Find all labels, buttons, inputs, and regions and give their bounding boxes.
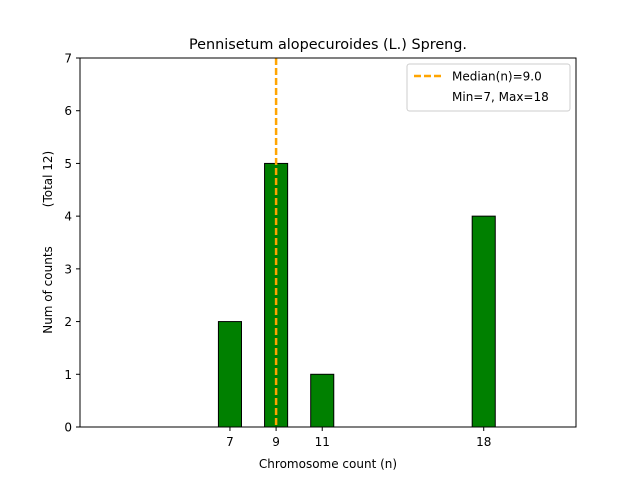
y-tick-label: 2 [64, 315, 72, 329]
bars-group [217, 162, 496, 428]
x-tick-label: 9 [272, 435, 280, 449]
x-axis-label: Chromosome count (n) [259, 457, 397, 471]
legend-minmax-label: Min=7, Max=18 [452, 90, 549, 104]
y-tick-label: 0 [64, 421, 72, 435]
y-tick-label: 1 [64, 368, 72, 382]
x-tick-label: 11 [315, 435, 330, 449]
y-ticks: 0 1 2 3 4 5 6 7 [64, 52, 80, 435]
legend-box [406, 63, 571, 112]
y-tick-label: 6 [64, 104, 72, 118]
legend-median-label: Median(n)=9.0 [452, 70, 542, 84]
bar-7 [217, 321, 242, 428]
y-tick-label: 7 [64, 52, 72, 66]
y-tick-label: 5 [64, 157, 72, 171]
legend: Median(n)=9.0 Min=7, Max=18 [406, 63, 571, 112]
chart-title: Pennisetum alopecuroides (L.) Spreng. [189, 37, 467, 53]
y-tick-label: 4 [64, 210, 72, 224]
y-axis-label: Num of counts [41, 246, 55, 334]
x-tick-label: 7 [226, 435, 234, 449]
bar-18 [471, 215, 496, 428]
y-tick-label: 3 [64, 262, 72, 276]
y-axis-total-label: (Total 12) [41, 151, 55, 207]
plot-frame [79, 57, 577, 428]
x-ticks: 7 9 11 18 [226, 427, 491, 449]
x-tick-label: 18 [476, 435, 491, 449]
bar-11 [310, 373, 335, 428]
